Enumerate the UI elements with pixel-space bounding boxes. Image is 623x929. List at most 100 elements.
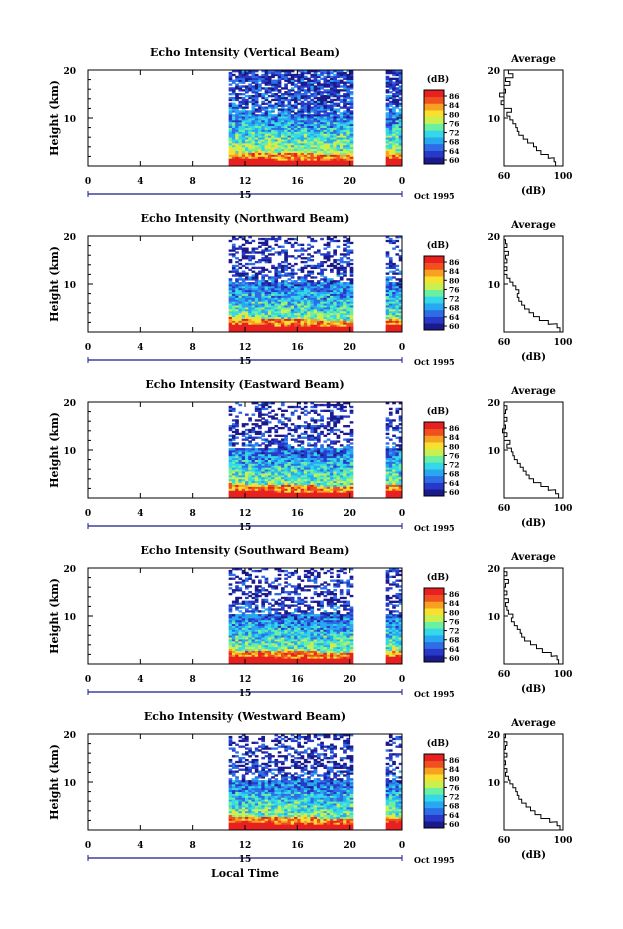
- heatmap-cell: [323, 125, 328, 128]
- heatmap-cell: [313, 251, 318, 254]
- heatmap-cell: [385, 129, 390, 132]
- heatmap-cell: [258, 403, 262, 407]
- heatmap-cell: [245, 310, 249, 314]
- heatmap-cell: [385, 239, 390, 243]
- heatmap-cell: [284, 409, 288, 412]
- heatmap-cell: [290, 94, 295, 98]
- heatmap-cell: [313, 112, 318, 115]
- heatmap-cell: [336, 301, 341, 304]
- heatmap-cell: [339, 162, 344, 165]
- heatmap-cell: [274, 154, 279, 157]
- heatmap-cell: [320, 480, 324, 484]
- heatmap-cell: [297, 139, 301, 142]
- heatmap-cell: [290, 473, 295, 476]
- heatmap-cell: [307, 146, 311, 150]
- heatmap-cell: [339, 467, 344, 470]
- heatmap-cell: [326, 154, 331, 157]
- heatmap-cell: [336, 407, 341, 411]
- heatmap-cell: [346, 121, 351, 125]
- heatmap-cell: [274, 453, 279, 457]
- heatmap-cell: [323, 312, 328, 316]
- heatmap-cell: [264, 71, 269, 75]
- heatmap-cell: [326, 70, 331, 73]
- heatmap-cell: [284, 85, 288, 88]
- heatmap-cell: [346, 142, 351, 146]
- heatmap-cell: [346, 264, 351, 268]
- heatmap-cell: [251, 160, 256, 163]
- heatmap-cell: [280, 303, 285, 306]
- heatmap-cell: [271, 480, 275, 484]
- heatmap-cell: [235, 287, 239, 291]
- heatmap-cell: [241, 98, 246, 102]
- x-tick-label: 0: [85, 177, 91, 187]
- heatmap-cell: [316, 320, 321, 323]
- heatmap-cell: [349, 131, 354, 134]
- heatmap-cell: [280, 486, 285, 489]
- heatmap-cell: [307, 488, 311, 491]
- heatmap-cell: [326, 316, 331, 319]
- heatmap-cell: [297, 402, 301, 405]
- heatmap-cell: [320, 284, 324, 287]
- heatmap-cell: [339, 407, 344, 411]
- heatmap-cell: [228, 405, 233, 409]
- heatmap-cell: [290, 164, 295, 167]
- heatmap-cell: [300, 253, 305, 256]
- heatmap-cell: [235, 108, 239, 111]
- heatmap-cell: [316, 142, 321, 146]
- heatmap-cell: [398, 89, 403, 92]
- heatmap-cell: [395, 301, 400, 304]
- heatmap-cell: [392, 295, 396, 298]
- heatmap-cell: [228, 473, 233, 476]
- heatmap-cell: [254, 102, 259, 105]
- heatmap-cell: [330, 494, 334, 497]
- heatmap-cell: [326, 280, 331, 283]
- heatmap-cell: [251, 328, 256, 331]
- heatmap-cell: [245, 262, 249, 266]
- heatmap-cell: [245, 473, 249, 476]
- heatmap-cell: [385, 75, 390, 79]
- heatmap-cell: [307, 121, 311, 125]
- heatmap-cell: [251, 287, 256, 291]
- heatmap-cell: [248, 262, 252, 266]
- heatmap-cell: [349, 326, 354, 329]
- heatmap-cell: [264, 421, 269, 424]
- heatmap-cell: [346, 253, 351, 256]
- heatmap-cell: [307, 490, 311, 493]
- heatmap-cell: [392, 70, 396, 73]
- heatmap-cell: [264, 241, 269, 245]
- heatmap-cell: [303, 326, 308, 329]
- heatmap-cell: [346, 463, 351, 466]
- heatmap-cell: [294, 75, 298, 79]
- heatmap-cell: [254, 85, 259, 88]
- heatmap-cell: [271, 326, 275, 329]
- heatmap-cell: [290, 77, 295, 80]
- heatmap-cell: [248, 83, 252, 86]
- heatmap-cell: [330, 426, 334, 430]
- heatmap-cell: [395, 236, 400, 239]
- heatmap-cell: [297, 94, 301, 98]
- heatmap-cell: [258, 436, 262, 439]
- heatmap-cell: [271, 164, 275, 167]
- heatmap-cell: [290, 467, 295, 470]
- heatmap-cell: [343, 457, 347, 460]
- heatmap-cell: [284, 297, 288, 300]
- heatmap-cell: [316, 451, 321, 455]
- heatmap-cell: [251, 141, 256, 144]
- heatmap-cell: [303, 119, 308, 123]
- heatmap-cell: [274, 148, 279, 152]
- heatmap-cell: [254, 104, 259, 107]
- heatmap-cell: [258, 322, 262, 325]
- heatmap-cell: [336, 295, 341, 298]
- heatmap-cell: [267, 87, 272, 90]
- heatmap-cell: [248, 301, 252, 304]
- heatmap-cell: [254, 75, 259, 79]
- heatmap-cell: [307, 123, 311, 127]
- heatmap-cell: [395, 125, 400, 128]
- heatmap-cell: [258, 413, 262, 416]
- heatmap-cell: [339, 448, 344, 451]
- heatmap-cell: [235, 79, 239, 82]
- heatmap-cell: [228, 160, 233, 163]
- heatmap-cell: [297, 121, 301, 125]
- heatmap-cell: [290, 316, 295, 319]
- heatmap-cell: [248, 282, 252, 285]
